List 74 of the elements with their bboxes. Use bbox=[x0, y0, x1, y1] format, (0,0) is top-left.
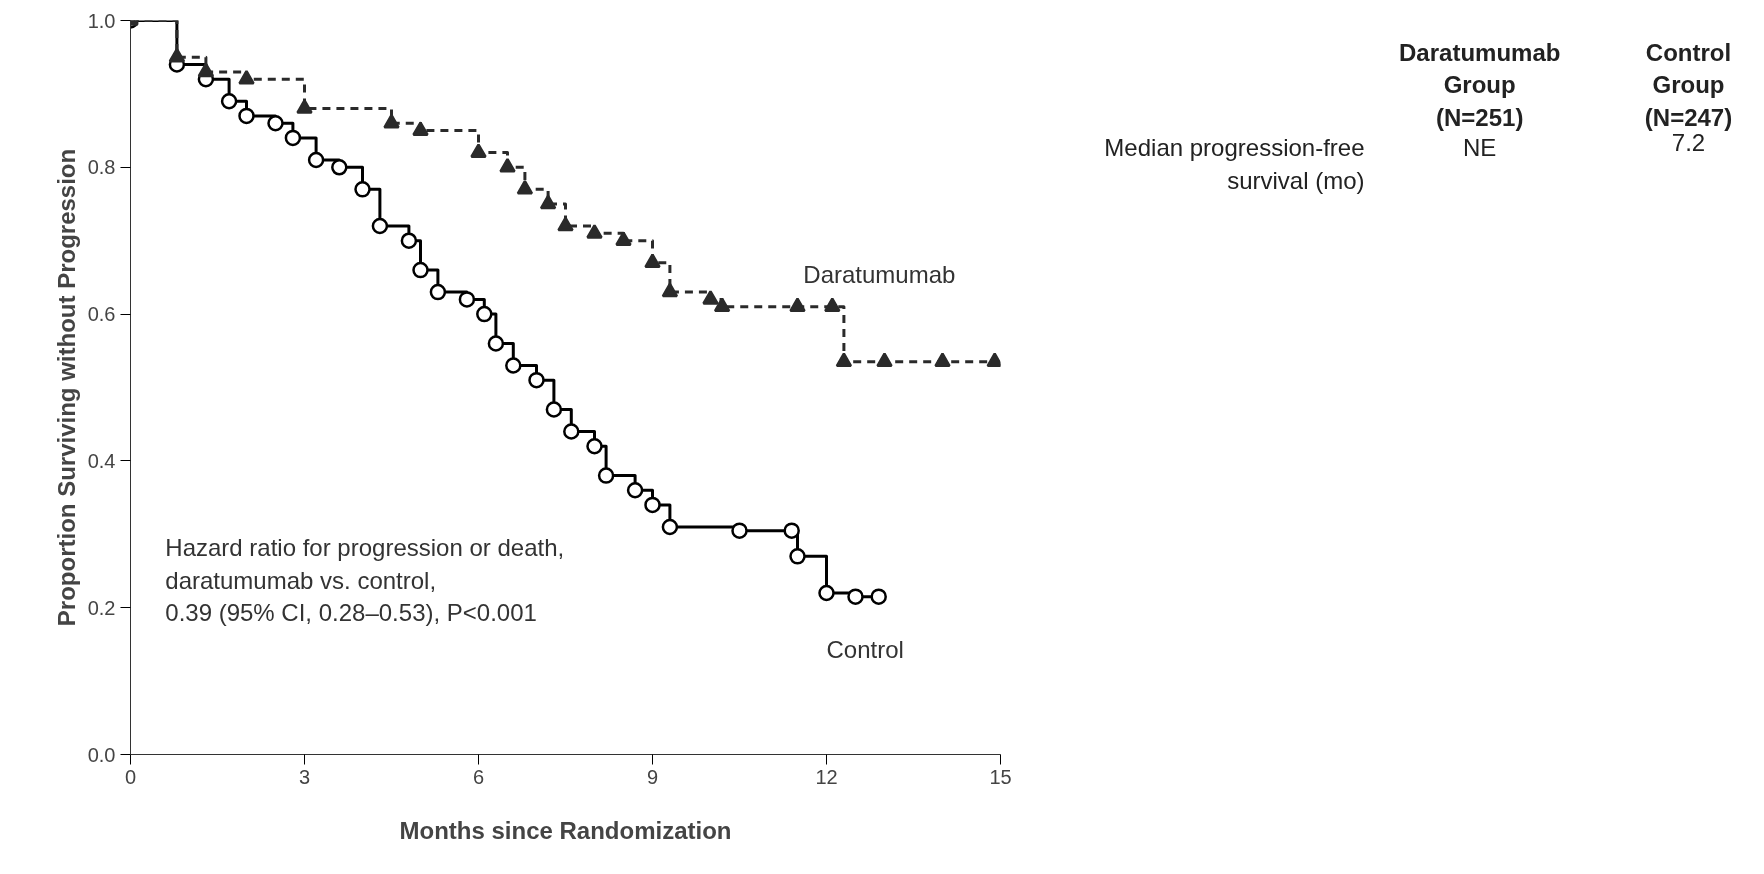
y-tick-label: 0.4 bbox=[87, 449, 116, 472]
text: 7.2 bbox=[1671, 129, 1706, 157]
series-label: Daratumumab bbox=[803, 261, 956, 289]
point bbox=[818, 584, 835, 602]
series-label: Control bbox=[826, 635, 904, 663]
point bbox=[597, 467, 615, 484]
point bbox=[731, 522, 748, 539]
x-axis-title: Months since Randomization bbox=[399, 816, 732, 844]
point bbox=[586, 224, 603, 239]
y-tick-label: 0.8 bbox=[87, 156, 116, 179]
text: Control Group (N=247) bbox=[1644, 38, 1733, 131]
point bbox=[400, 232, 418, 249]
point bbox=[429, 283, 447, 301]
x-tick-label: 3 bbox=[298, 765, 311, 788]
point bbox=[238, 107, 255, 125]
point bbox=[876, 352, 893, 368]
point bbox=[783, 522, 800, 539]
point bbox=[220, 93, 238, 110]
point bbox=[458, 291, 476, 308]
point bbox=[557, 216, 574, 232]
point bbox=[307, 151, 325, 169]
point bbox=[986, 352, 1001, 368]
y-tick-label: 0.2 bbox=[87, 596, 116, 619]
point bbox=[516, 179, 534, 195]
point bbox=[789, 548, 806, 565]
point bbox=[661, 518, 679, 536]
point bbox=[644, 253, 661, 269]
point bbox=[528, 371, 545, 389]
point bbox=[197, 62, 215, 78]
x-tick-label: 0 bbox=[124, 765, 137, 788]
point bbox=[545, 401, 563, 418]
point bbox=[371, 217, 389, 235]
y-tick-label: 0.0 bbox=[87, 743, 116, 766]
point bbox=[789, 297, 806, 313]
point bbox=[824, 297, 841, 313]
point bbox=[412, 121, 429, 136]
y-axis-title: Proportion Surviving without Progression bbox=[52, 148, 80, 627]
point bbox=[354, 181, 371, 198]
x-tick-label: 9 bbox=[646, 765, 659, 788]
x-tick-label: 15 bbox=[989, 765, 1012, 788]
annotation: Hazard ratio for progression or death, daratumumab vs. control, 0.39 (95% CI, 0.28–0.53), P<0.001 bbox=[165, 534, 565, 627]
x-tick-label: 12 bbox=[815, 765, 838, 788]
x-tick-label: 6 bbox=[472, 765, 485, 788]
point bbox=[412, 261, 429, 279]
point bbox=[168, 47, 186, 63]
point bbox=[284, 129, 302, 147]
point bbox=[644, 496, 661, 514]
point bbox=[586, 437, 603, 455]
point bbox=[563, 423, 580, 440]
point bbox=[661, 282, 679, 298]
text: NE bbox=[1463, 134, 1497, 162]
text: Median progression-free survival (mo) bbox=[1104, 134, 1365, 194]
point bbox=[470, 143, 487, 158]
point bbox=[539, 194, 557, 210]
point bbox=[505, 357, 522, 374]
point bbox=[847, 588, 864, 605]
point bbox=[870, 588, 887, 605]
point bbox=[331, 159, 348, 176]
point bbox=[383, 113, 400, 129]
point bbox=[713, 297, 731, 313]
point bbox=[296, 99, 313, 114]
point bbox=[615, 231, 632, 246]
point bbox=[499, 157, 516, 173]
y-tick-label: 0.6 bbox=[87, 303, 116, 326]
point bbox=[702, 290, 719, 305]
point bbox=[487, 335, 505, 352]
point bbox=[835, 352, 853, 368]
y-tick-label: 1.0 bbox=[87, 9, 116, 32]
point bbox=[626, 482, 644, 499]
point bbox=[476, 305, 493, 323]
text: Daratumumab Group (N=251) bbox=[1399, 38, 1561, 131]
point bbox=[934, 352, 951, 368]
point bbox=[267, 115, 284, 132]
point bbox=[238, 69, 255, 85]
